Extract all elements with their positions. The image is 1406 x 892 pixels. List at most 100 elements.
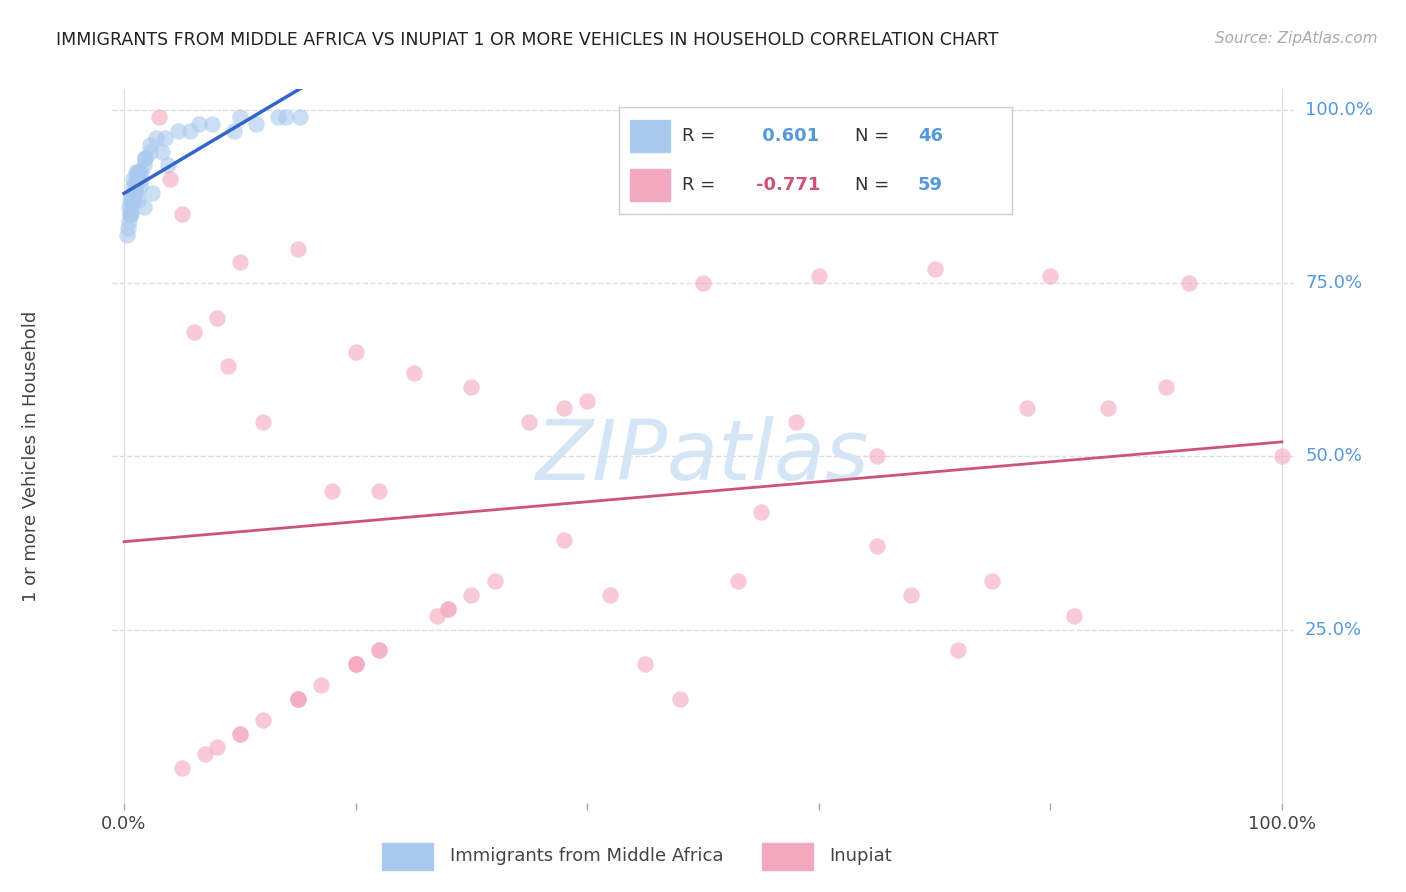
Point — [946, 643, 969, 657]
Point — [344, 345, 367, 359]
Point — [634, 657, 657, 672]
Point — [194, 747, 217, 762]
Point — [124, 172, 146, 186]
FancyBboxPatch shape — [762, 843, 813, 870]
Text: R =: R = — [682, 177, 721, 194]
Point — [141, 186, 163, 201]
Point — [222, 124, 245, 138]
Point — [287, 691, 309, 706]
Point — [134, 152, 156, 166]
Point — [924, 262, 946, 277]
Point — [129, 179, 152, 194]
Text: Source: ZipAtlas.com: Source: ZipAtlas.com — [1215, 31, 1378, 46]
Point — [309, 678, 332, 692]
Point — [170, 207, 193, 221]
Point — [866, 450, 889, 464]
Point — [115, 227, 138, 242]
Point — [287, 242, 309, 256]
Point — [145, 130, 167, 145]
Point — [367, 483, 389, 498]
Point — [437, 602, 460, 616]
Point — [167, 124, 190, 138]
Point — [367, 643, 389, 657]
Point — [252, 713, 274, 727]
Point — [344, 657, 367, 672]
Point — [981, 574, 1004, 588]
Text: 75.0%: 75.0% — [1305, 274, 1362, 293]
Point — [118, 207, 141, 221]
Point — [785, 415, 807, 429]
Point — [124, 165, 146, 179]
Text: R =: R = — [682, 127, 721, 145]
Point — [402, 366, 425, 380]
Point — [1063, 608, 1085, 623]
Text: 25.0%: 25.0% — [1305, 621, 1362, 639]
Point — [1178, 276, 1201, 290]
Point — [120, 207, 142, 221]
Point — [288, 110, 311, 124]
Point — [1154, 380, 1177, 394]
FancyBboxPatch shape — [630, 120, 669, 152]
Point — [217, 359, 239, 374]
Point — [132, 200, 155, 214]
Point — [205, 740, 228, 755]
Point — [517, 415, 540, 429]
Point — [484, 574, 506, 588]
Point — [460, 588, 482, 602]
Point — [153, 130, 176, 145]
Point — [148, 110, 170, 124]
Point — [122, 172, 145, 186]
Point — [460, 380, 482, 394]
Point — [344, 657, 367, 672]
Point — [150, 145, 173, 159]
Point — [576, 394, 599, 409]
Point — [553, 533, 575, 547]
Point — [692, 276, 714, 290]
Point — [245, 117, 267, 131]
Point — [344, 657, 367, 672]
Text: 0.601: 0.601 — [756, 127, 820, 145]
Point — [426, 608, 449, 623]
Point — [131, 165, 153, 179]
Text: 100.0%: 100.0% — [1305, 101, 1374, 119]
Point — [124, 179, 146, 194]
Point — [128, 165, 150, 179]
Point — [1039, 269, 1062, 284]
Point — [179, 124, 201, 138]
Point — [157, 158, 180, 172]
Point — [121, 193, 143, 207]
Point — [229, 255, 252, 269]
Point — [201, 117, 224, 131]
Point — [229, 110, 252, 124]
Point — [267, 110, 290, 124]
Point — [866, 540, 889, 554]
Point — [367, 643, 389, 657]
Point — [117, 220, 139, 235]
Point — [118, 193, 141, 207]
Point — [122, 179, 145, 194]
FancyBboxPatch shape — [382, 843, 433, 870]
Text: N =: N = — [855, 177, 894, 194]
Text: 46: 46 — [918, 127, 943, 145]
Point — [124, 186, 146, 201]
Point — [138, 137, 160, 152]
Point — [321, 483, 343, 498]
Point — [669, 691, 692, 706]
Point — [131, 172, 153, 186]
Point — [118, 200, 141, 214]
Point — [138, 145, 160, 159]
Point — [134, 152, 156, 166]
Point — [127, 165, 149, 179]
FancyBboxPatch shape — [630, 169, 669, 202]
Point — [1271, 450, 1294, 464]
Point — [229, 726, 252, 740]
Text: IMMIGRANTS FROM MIDDLE AFRICA VS INUPIAT 1 OR MORE VEHICLES IN HOUSEHOLD CORRELA: IMMIGRANTS FROM MIDDLE AFRICA VS INUPIAT… — [56, 31, 998, 49]
Point — [159, 172, 181, 186]
Point — [749, 505, 772, 519]
Point — [807, 269, 830, 284]
Text: 1 or more Vehicles in Household: 1 or more Vehicles in Household — [22, 310, 41, 602]
Point — [124, 186, 146, 201]
Point — [599, 588, 621, 602]
Text: N =: N = — [855, 127, 894, 145]
Point — [120, 200, 142, 214]
